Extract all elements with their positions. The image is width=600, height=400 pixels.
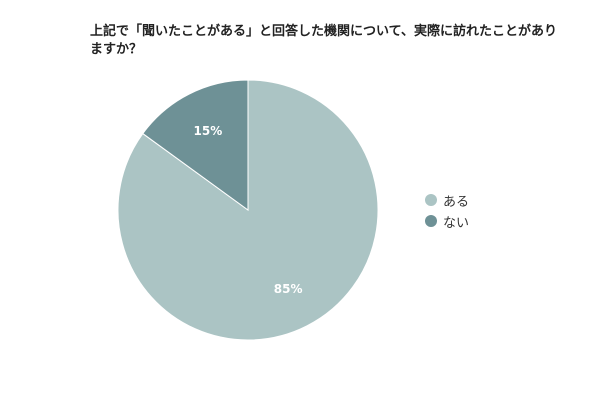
slice-nai[interactable] xyxy=(142,79,249,211)
slice-label-nai: 15% xyxy=(194,124,223,138)
legend-label-nai: ない xyxy=(443,215,470,231)
chart-title: 上記で「聞いたことがある」と回答した機関について、実際に訪れたことがありますか？ xyxy=(90,24,557,57)
legend-swatch-nai xyxy=(425,215,437,227)
legend-item-aru[interactable]: ある xyxy=(425,190,469,210)
legend: ある ない xyxy=(425,190,469,232)
legend-label-aru: ある xyxy=(443,194,470,210)
legend-item-nai[interactable]: ない xyxy=(425,211,469,231)
pie-slices xyxy=(117,79,379,341)
slice-label-aru: 85% xyxy=(274,282,303,296)
legend-swatch-aru xyxy=(425,194,437,206)
